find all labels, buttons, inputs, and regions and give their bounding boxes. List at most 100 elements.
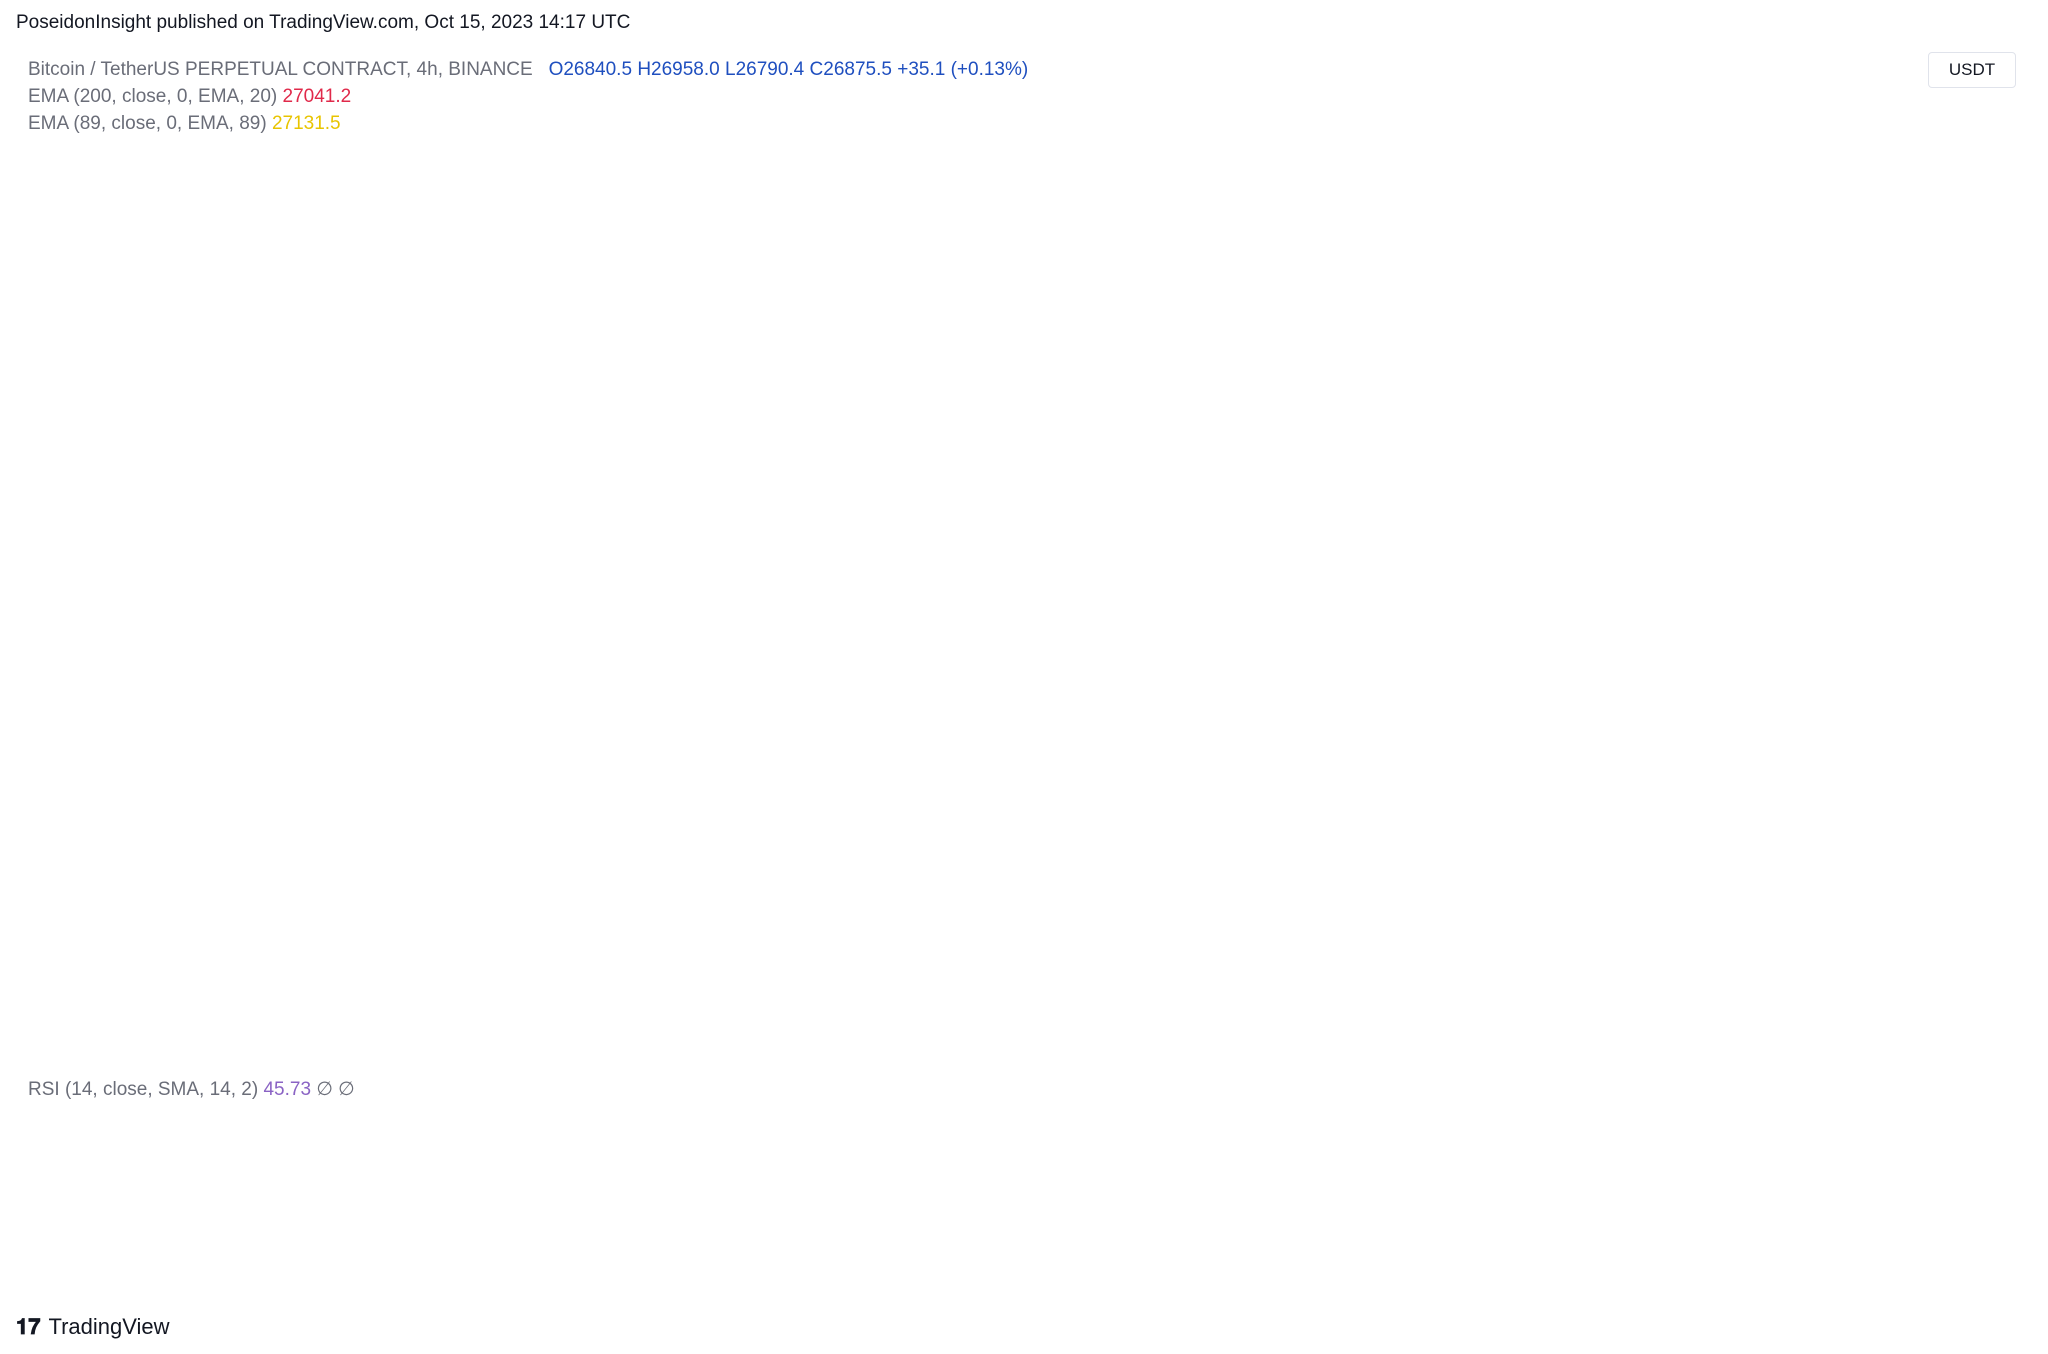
candle-body xyxy=(1386,303,1390,314)
candle-body xyxy=(318,343,322,360)
candle-body xyxy=(142,570,146,588)
candle-body xyxy=(661,809,665,849)
resistance-zone xyxy=(373,374,1837,410)
candle-body xyxy=(1499,251,1503,259)
tradingview-logo-icon: 𝟏𝟕 xyxy=(16,1314,41,1339)
candle-body xyxy=(1391,303,1395,306)
candle-body xyxy=(617,685,621,701)
rsi-tick-label: 40.00 xyxy=(1940,1162,1985,1182)
candle-body xyxy=(1440,234,1444,241)
candle-body xyxy=(181,627,185,638)
price-tick-label: 27400.0 xyxy=(1940,359,2005,379)
candle-body xyxy=(828,569,832,572)
candle-body xyxy=(935,418,939,439)
publisher-line: PoseidonInsight published on TradingView… xyxy=(16,12,631,33)
candle-body xyxy=(1038,574,1042,585)
candle-body xyxy=(705,713,709,726)
candle-body xyxy=(1288,168,1292,202)
candle-body xyxy=(93,673,97,678)
main-legend: Bitcoin / TetherUS PERPETUAL CONTRACT, 4… xyxy=(28,56,1028,137)
rsi-legend[interactable]: RSI (14, close, SMA, 14, 2) 45.73 ∅ ∅ xyxy=(28,1078,355,1101)
price-tick-label: 28000.0 xyxy=(1940,222,2005,242)
candle-body xyxy=(127,611,131,648)
candle-body xyxy=(1077,645,1082,663)
ema89-row[interactable]: EMA (89, close, 0, EMA, 89) 27131.5 xyxy=(28,110,1028,137)
candle-body xyxy=(764,564,768,578)
candle-body xyxy=(1357,335,1361,357)
candle-body xyxy=(534,754,538,760)
candle-body xyxy=(102,666,106,678)
candle-body xyxy=(989,547,993,554)
candle-body xyxy=(730,662,734,672)
candle-body xyxy=(1602,515,1606,518)
candle-body xyxy=(1136,643,1140,651)
candle-body xyxy=(529,754,533,762)
candle-body xyxy=(176,616,180,628)
candle-body xyxy=(940,438,944,461)
candle-body xyxy=(1465,233,1469,235)
tradingview-brand[interactable]: 𝟏𝟕 TradingView xyxy=(16,1314,170,1340)
candle-body xyxy=(1244,449,1248,454)
candle-body xyxy=(1469,233,1474,238)
lightning-glyph: ⚡ xyxy=(1463,1033,1476,1053)
candle-body xyxy=(1455,237,1459,245)
candle-body xyxy=(166,596,170,618)
price-tick-label: 26800.0 xyxy=(1940,496,2005,516)
candle-body xyxy=(117,657,121,677)
candle-body xyxy=(146,570,151,579)
candle-body xyxy=(1019,560,1023,563)
candle-body xyxy=(1420,282,1425,294)
currency-button[interactable]: USDT xyxy=(1928,52,2016,88)
rsi-line xyxy=(25,1080,1673,1228)
candle-body xyxy=(1558,420,1562,448)
ema200-row[interactable]: EMA (200, close, 0, EMA, 20) 27041.2 xyxy=(28,83,1028,110)
candle-body xyxy=(1445,234,1449,251)
candle-body xyxy=(298,293,302,318)
candle-body xyxy=(578,660,582,683)
price-tick-label: 24600.0 xyxy=(1940,997,2005,1017)
candle-body xyxy=(1058,603,1062,618)
candle-body xyxy=(636,700,641,724)
candle-body xyxy=(1229,467,1233,479)
candle-body xyxy=(235,678,239,683)
candle-body xyxy=(352,408,356,457)
symbol-label: Bitcoin / TetherUS PERPETUAL CONTRACT, 4… xyxy=(28,59,533,80)
candle-body xyxy=(1033,563,1037,575)
candle-body xyxy=(720,684,724,694)
candle-body xyxy=(431,709,435,718)
candle-body xyxy=(587,649,592,658)
candle-body xyxy=(862,508,866,538)
candle-body xyxy=(73,675,77,679)
candle-body xyxy=(690,790,694,819)
candle-body xyxy=(632,700,636,707)
candle-body xyxy=(499,751,503,754)
candle-body xyxy=(1577,499,1581,518)
candle-body xyxy=(612,678,616,686)
candle-body xyxy=(338,382,342,397)
candle-body xyxy=(1220,451,1224,474)
candle-body xyxy=(215,679,219,683)
candle-body xyxy=(489,741,494,744)
price-tick-label: 26400.0 xyxy=(1940,587,2005,607)
candle-body xyxy=(1489,233,1493,251)
price-tick-label: 25400.0 xyxy=(1940,815,2005,835)
last-price-badge xyxy=(1927,465,2027,514)
candle-body xyxy=(842,561,846,569)
time-tick-label: Sep xyxy=(362,1268,395,1288)
candle-body xyxy=(83,673,87,675)
candle-body xyxy=(1450,237,1454,251)
candle-body xyxy=(1474,234,1478,238)
symbol-row[interactable]: Bitcoin / TetherUS PERPETUAL CONTRACT, 4… xyxy=(28,56,1028,83)
candle-body xyxy=(1131,650,1135,654)
candle-body xyxy=(244,674,249,680)
candle-body xyxy=(1626,505,1630,508)
candle-body xyxy=(333,368,337,383)
candle-body xyxy=(1082,662,1086,671)
price-tick-label: 27800.0 xyxy=(1940,267,2005,287)
candle-body xyxy=(1053,602,1057,605)
candle-body xyxy=(1460,234,1464,245)
candle-body xyxy=(867,492,871,509)
candle-body xyxy=(602,669,606,684)
candle-body xyxy=(1161,500,1165,537)
